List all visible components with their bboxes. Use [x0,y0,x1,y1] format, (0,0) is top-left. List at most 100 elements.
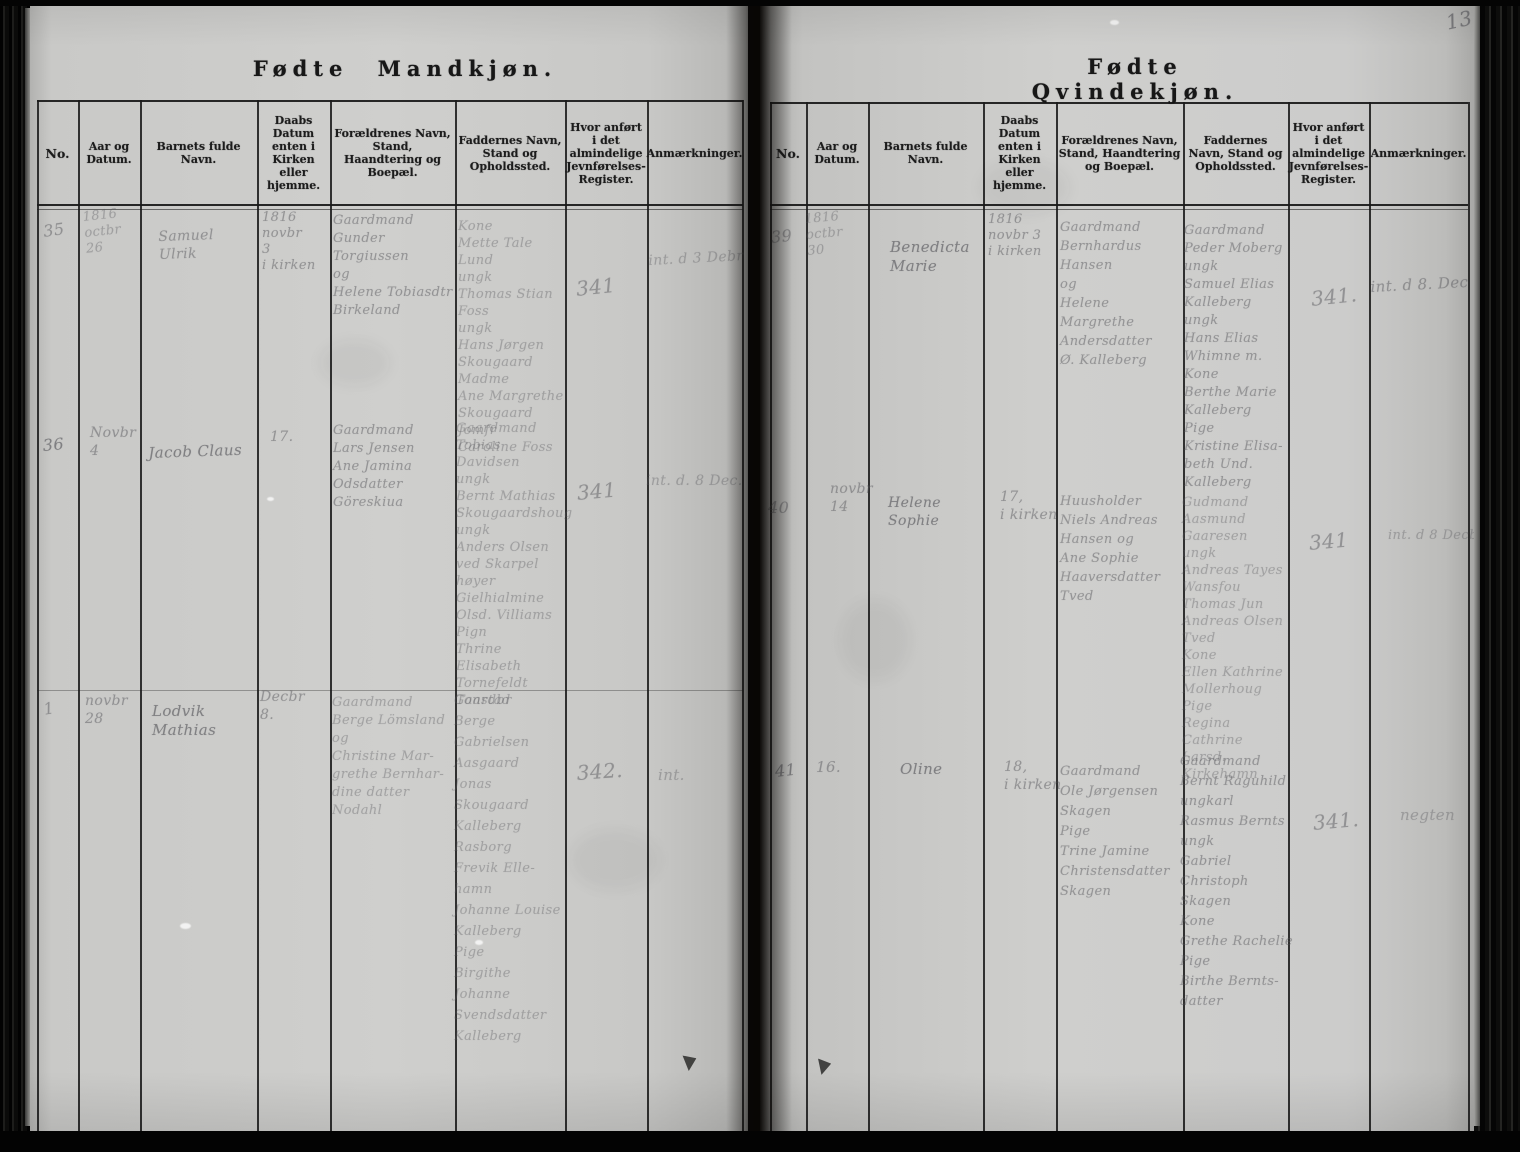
entry-godparents: Kone Mette Tale Lund ungk Thomas Stian F… [458,219,564,455]
entry-no: 41 [774,759,798,781]
entry-no: 35 [42,219,66,241]
entry-register: 341 [1307,527,1350,555]
column-line [140,100,142,1132]
entry-parents: Gaardmand Berge Lömsland og Christine Ma… [332,695,446,818]
col-header-parents: Forældrenes Navn, Stand, Haandtering og … [334,127,451,179]
scan-top-border [0,0,1520,6]
entry-baptism: 17, i kirken [1000,489,1058,523]
page-number: 13 [1443,5,1475,35]
entry-godparents: Gaardmand Bernt Raguhild ungkarl Rasmus … [1180,754,1293,1009]
entry-name: Samuel Ulrik [158,227,214,263]
paper-stain [570,830,660,890]
entry-parents: Gaardmand Gunder Torgiussen og Helene To… [333,213,453,318]
tear-mark [681,1056,696,1072]
paper-speck [180,923,191,929]
entry-name: Benedicta Marie [890,238,970,275]
col-header-remarks: Anmærkninger. [1370,146,1467,160]
row-separator-rule [37,690,743,691]
col-header-register: Hvor anført i det almindelige Jevnførels… [566,120,646,186]
left-page: Fødte Mandkjøn. No. Aar og Datum. Barnet… [30,0,748,1152]
column-line [1056,102,1058,1132]
column-line [455,100,457,1132]
entry-register: 341 [574,272,617,301]
column-line [742,100,744,1132]
column-line [647,100,649,1132]
column-line [257,100,259,1132]
tear-mark [814,1059,831,1077]
entry-register: 342. [575,757,624,785]
column-line [1288,102,1290,1132]
book-right-edge [1474,0,1520,1152]
entry-date: 16. [816,758,842,776]
col-header-no: No. [776,145,800,161]
entry-register: 341. [1309,282,1359,311]
entry-parents: Gaardmand Ole Jørgensen Skagen Pige Trin… [1060,764,1170,899]
entry-name: Helene Sophie [888,495,941,529]
header-bottom-rule-2 [37,209,743,210]
entry-godparents: Gaardmand Tobias Davidsen ungk Bernt Mat… [456,421,573,708]
column-line [565,100,567,1132]
column-line [1369,102,1371,1132]
entry-no: 36 [42,434,65,455]
col-header-godparents: Faddernes Navn, Stand og Opholdssted. [1188,133,1283,173]
entry-remarks: int. d 8 Decbr [1388,528,1485,543]
entry-parents: Huusholder Niels Andreas Hansen og Ane S… [1060,494,1161,604]
col-header-godparents: Faddernes Navn, Stand og Opholdssted. [458,133,562,173]
col-header-register: Hvor anført i det almindelige Jevnførels… [1288,120,1369,186]
entry-baptism: 18, i kirken [1004,759,1062,793]
entry-remarks: int. d 8. Dec [1370,272,1469,296]
entry-no: 40 [768,498,790,517]
entry-godparents: Gaardmand Peder Moberg ungk Samuel Elias… [1184,223,1283,490]
entry-remarks: negten [1400,806,1456,824]
header-bottom-rule-2 [770,209,1468,210]
entry-baptism: 1816 novbr 3 i kirken [262,210,316,273]
right-page: Fødte Qvindekjøn. 13 No. Aar og Datum. B… [760,0,1484,1152]
entry-name: Jacob Claus [148,440,243,462]
col-header-name: Barnets fulde Navn. [883,140,968,166]
paper-stain [980,160,1070,215]
entry-no: 1 [42,698,56,719]
col-header-parents: Forældrenes Navn, Stand, Haandtering og … [1058,133,1181,173]
left-page-title: Fødte Mandkjøn. [252,56,558,81]
entry-parents: Gaardmand Lars Jensen Ane Jamina Odsdatt… [333,423,415,510]
entry-name: Lodvik Mathias [152,702,217,739]
col-header-baptism: Daabs Datum enten i Kirken eller hjemme. [992,114,1047,192]
col-header-date: Aar og Datum. [814,140,860,166]
column-line [868,102,870,1132]
col-header-remarks: Anmærkninger. [646,146,743,160]
paper-stain [320,340,390,386]
entry-no: 39 [770,225,794,247]
scan-bottom-border [0,1131,1520,1152]
entry-register: 341. [1311,806,1360,835]
col-header-name: Barnets fulde Navn. [156,140,241,166]
column-line [806,102,808,1132]
header-bottom-rule [770,204,1468,206]
column-line [78,100,80,1132]
entry-name: Oline [900,760,943,778]
header-bottom-rule [37,204,743,206]
entry-date: novbr 28 [85,693,129,727]
column-line [983,102,985,1132]
col-header-no: No. [45,145,70,161]
column-line [330,100,332,1132]
entry-remarks: int. d 3 Debr [648,248,744,269]
entry-remarks: int. d. 8 Dec. [646,473,743,489]
paper-speck [1110,20,1119,25]
entry-godparents: Gaardbr Berge Gabrielsen Aasgaard Jonas … [454,693,561,1044]
paper-stain [840,600,910,680]
column-line [37,100,39,1132]
column-line [1468,102,1470,1132]
column-line [770,102,772,1132]
paper-speck [267,497,274,501]
book-left-edge [0,0,30,1152]
col-header-date: Aar og Datum. [86,140,132,166]
entry-godparents: Gudmand Aasmund Gaaresen ungk Andreas Ta… [1182,495,1284,782]
entry-baptism: Decbr 8. [260,689,306,723]
col-header-baptism: Daabs Datum enten i Kirken eller hjemme. [266,114,321,192]
table-top-rule [37,100,743,102]
right-page-title: Fødte Qvindekjøn. [1031,54,1239,104]
entry-date: 1816 octbr 30 [804,208,844,259]
column-line [1183,102,1185,1132]
entry-register: 341 [575,477,618,505]
entry-date: Novbr 4 [90,425,137,459]
